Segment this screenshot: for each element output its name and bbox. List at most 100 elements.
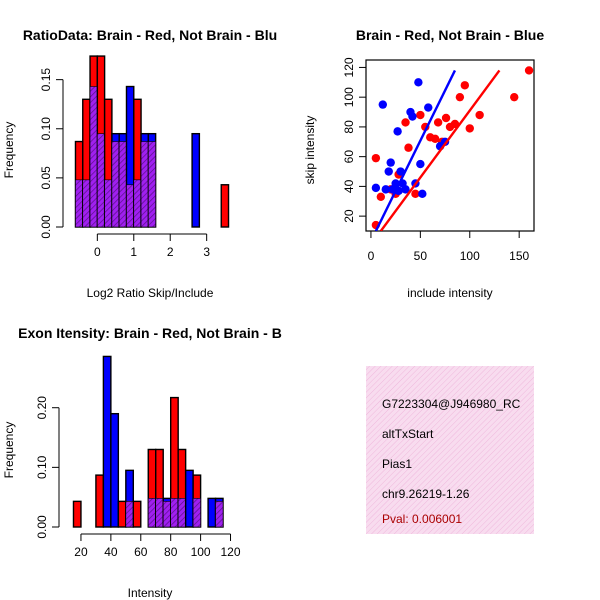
intensity-x-tick-label-1: 40	[104, 545, 118, 559]
scatter-y-tick-label-1: 40	[342, 179, 356, 193]
intensity-bar-brain-6	[117, 500, 127, 528]
brain-point-13	[433, 118, 443, 127]
not-brain-point-0	[371, 183, 381, 193]
intensity-bar-overlap-16	[192, 498, 201, 528]
not-brain-point-3	[384, 167, 393, 176]
ratio-y-tick-label-3: 0.15	[39, 68, 53, 92]
info-line-event-type: altTxStart	[382, 427, 434, 441]
info-box: G7223304@J946980_RC altTxStart Pias1 chr…	[366, 366, 534, 534]
brain-point-9	[416, 110, 425, 120]
scatter-x-tick-label-3: 150	[509, 249, 529, 263]
brain-point-21	[475, 110, 484, 120]
not-brain-point-1	[378, 100, 387, 109]
ratio-histogram: RatioData: Brain - Red, Not Brain - Blu …	[2, 27, 277, 300]
intensity-bar-overlap-13	[170, 498, 179, 528]
info-line-probe-id: G7223304@J946980_RC	[382, 397, 521, 411]
ratio-histogram-title: RatioData: Brain - Red, Not Brain - Blu	[23, 27, 277, 43]
intensity-bar-overlap-11	[155, 498, 164, 528]
intensity-histogram-title: Exon Itensity: Brain - Red, Not Brain - …	[18, 325, 282, 341]
not-brain-point-9	[396, 167, 405, 176]
ratio-histogram-xlabel: Log2 Ratio Skip/Include	[87, 286, 214, 300]
intensity-histogram: Exon Itensity: Brain - Red, Not Brain - …	[2, 325, 282, 600]
brain-point-23	[524, 66, 534, 75]
info-line-location: chr9.26219-1.26	[382, 487, 470, 501]
intensity-bar-overlap-19	[215, 501, 224, 528]
ratio-bar-overlap-2	[89, 86, 98, 228]
not-brain-point-18	[424, 103, 433, 112]
ratio-histogram-ylabel: Frequency	[2, 122, 16, 179]
intensity-bar-overlap-12	[162, 501, 171, 528]
ratio-bar-overlap-7	[126, 184, 135, 228]
scatter-x-tick-label-0: 0	[368, 249, 375, 263]
intensity-x-tick-label-5: 120	[221, 545, 241, 559]
scatter-ylabel: skip intensity	[303, 116, 317, 185]
intensity-bar-not-brain-15	[184, 469, 194, 528]
ratio-x-tick-label-3: 3	[203, 245, 210, 259]
scatter-marks	[371, 66, 534, 231]
scatter-y-tick-label-4: 100	[342, 87, 356, 107]
ratio-bar-overlap-6	[118, 141, 127, 228]
intensity-bar-not-brain-4	[102, 355, 112, 528]
scatter-y-tick-label-2: 60	[342, 150, 356, 164]
ratio-bar-overlap-10	[148, 141, 156, 228]
not-brain-point-13	[408, 112, 417, 121]
ratio-bar-overlap-9	[140, 141, 149, 228]
intensity-x-tick-label-0: 20	[74, 545, 88, 559]
brain-point-22	[510, 92, 519, 102]
ratio-bar-overlap-3	[97, 133, 105, 228]
ratio-x-tick-label-2: 2	[167, 245, 174, 259]
intensity-bar-brain-8	[132, 500, 142, 528]
scatter-x-tick-label-2: 100	[460, 249, 480, 263]
intensity-y-tick-label-2: 0.20	[35, 396, 49, 420]
intensity-y-tick-label-0: 0.00	[35, 515, 49, 539]
intensity-bar-overlap-7	[125, 501, 134, 528]
ratio-bar-overlap-0	[75, 179, 84, 228]
brain-point-15	[441, 113, 451, 123]
brain-point-20	[465, 124, 474, 133]
ratio-y-tick-label-0: 0.00	[39, 215, 53, 239]
brain-point-19	[460, 81, 470, 90]
intensity-bar-brain-3	[95, 474, 105, 528]
intensity-bar-not-brain-18	[207, 497, 217, 528]
not-brain-fit-line	[374, 69, 457, 231]
ratio-bar-not-brain-16	[191, 132, 201, 228]
scatter-y-tick-label-5: 120	[342, 57, 356, 77]
ratio-bar-overlap-8	[133, 179, 142, 228]
info-box-background	[366, 366, 534, 534]
ratio-y-tick-label-1: 0.05	[39, 166, 53, 190]
brain-fit-line	[379, 69, 501, 231]
scatter-xlabel: include intensity	[407, 286, 492, 300]
info-line-pval: Pval: 0.006001	[382, 512, 462, 526]
scatter-y-tick-label-0: 20	[342, 209, 356, 223]
intensity-bar-overlap-14	[177, 498, 186, 528]
scatter-x-tick-label-1: 50	[414, 249, 428, 263]
intensity-histogram-xlabel: Intensity	[128, 586, 173, 600]
intensity-x-tick-label-3: 80	[164, 545, 178, 559]
not-brain-point-17	[418, 189, 427, 199]
ratio-x-tick-label-1: 1	[130, 245, 137, 259]
brain-point-6	[401, 118, 410, 127]
brain-point-7	[404, 143, 413, 152]
not-brain-point-7	[393, 127, 402, 136]
brain-point-12	[430, 134, 440, 144]
not-brain-point-15	[414, 78, 423, 87]
intensity-x-tick-label-2: 60	[134, 545, 148, 559]
ratio-x-tick-label-0: 0	[94, 245, 101, 259]
scatter-y-tick-label-3: 80	[342, 120, 356, 134]
intensity-bar-brain-0	[72, 500, 82, 528]
intensity-y-tick-label-1: 0.10	[35, 455, 49, 479]
not-brain-point-16	[416, 159, 425, 169]
not-brain-point-11	[401, 185, 410, 194]
intensity-bar-overlap-10	[147, 498, 157, 528]
ratio-bar-overlap-5	[111, 141, 120, 228]
brain-point-8	[411, 189, 420, 199]
intensity-x-tick-label-4: 100	[191, 545, 211, 559]
intensity-histogram-ylabel: Frequency	[2, 422, 16, 479]
brain-point-2	[376, 192, 386, 201]
not-brain-point-4	[386, 158, 395, 167]
brain-point-1	[371, 153, 381, 163]
info-line-gene: Pias1	[382, 457, 412, 471]
ratio-y-tick-label-2: 0.10	[39, 117, 53, 141]
ratio-bar-brain-20	[220, 184, 230, 228]
